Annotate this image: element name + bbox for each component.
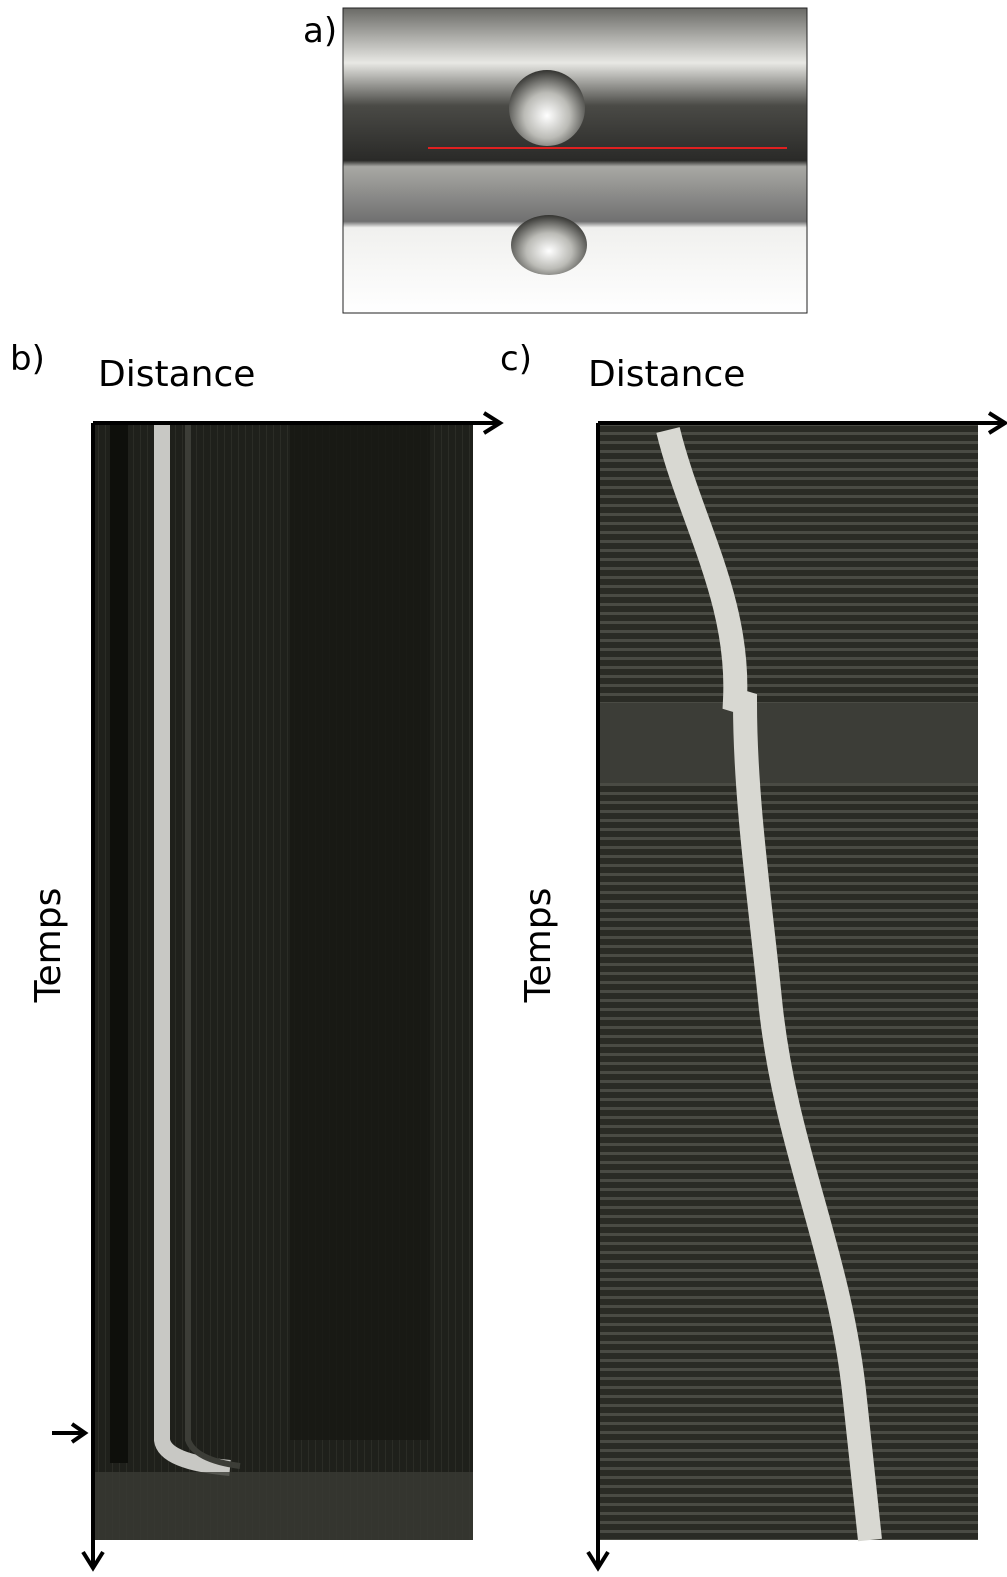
panel-label: c) — [500, 339, 532, 379]
axis-label: Temps — [28, 888, 69, 1004]
axis-label: Temps — [518, 888, 559, 1004]
kymograph — [598, 423, 978, 1542]
axis-label: Distance — [98, 354, 255, 395]
axis-label: Distance — [588, 354, 745, 395]
photo — [342, 7, 808, 314]
kymograph — [93, 423, 473, 1540]
panel-label: a) — [303, 11, 337, 51]
panel-label: b) — [10, 339, 45, 379]
